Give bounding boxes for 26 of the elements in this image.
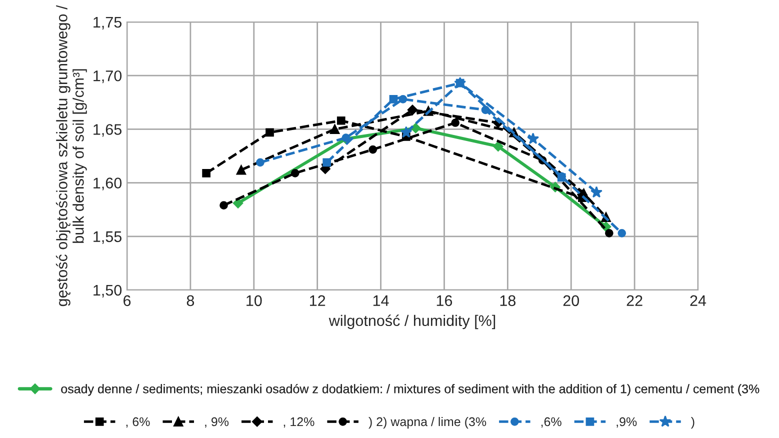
y-tick-label: 1,65 [94, 124, 122, 137]
y-tick-label: 1,75 [94, 17, 122, 30]
x-tick-label: 14 [373, 295, 389, 306]
y-tick-label: 1,55 [94, 231, 122, 244]
x-tick-label: 20 [563, 295, 580, 306]
x-tick-label: 22 [626, 295, 642, 306]
legend-label: ) 2) wapna / lime (3% [368, 416, 486, 429]
legend-label: ,6% [541, 417, 562, 428]
legend-label: ) [690, 416, 694, 429]
legend-label: ,9% [616, 417, 637, 428]
legend-label: , 12% [284, 417, 314, 428]
x-tick-label: 18 [500, 295, 516, 306]
x-tick-label: 12 [310, 295, 326, 306]
x-tick-label: 16 [436, 295, 452, 306]
y-tick-label: 1,70 [94, 70, 122, 84]
y-axis-title: gęstość objętościowa szkieletu gruntowego / bulk density of soil [g/cm³] [56, 5, 87, 306]
legend-label: , 6% [126, 417, 150, 428]
x-tick-label: 24 [690, 295, 706, 306]
x-tick-label: 8 [186, 295, 194, 306]
x-axis-title: wilgotność / humidity [%] [328, 314, 496, 330]
legend-label: , 9% [205, 417, 229, 428]
x-tick-label: 6 [124, 295, 131, 306]
x-tick-label: 10 [246, 295, 262, 306]
y-tick-label: 1,50 [94, 284, 122, 298]
y-tick-label: 1,60 [94, 178, 122, 190]
legend-label: osady denne / sediments; mieszanki osadów z dodatkiem: / mixtures of sediment with the addition of 1) cementu / cement (3% [61, 384, 760, 396]
